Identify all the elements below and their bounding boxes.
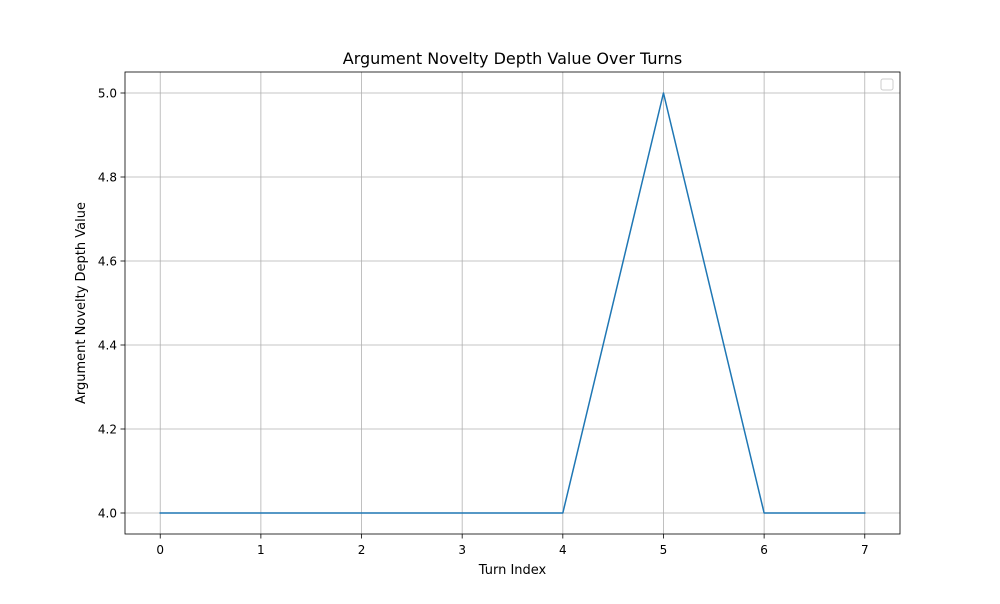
y-tick-label: 4.6 [98, 254, 117, 268]
series-line [159, 92, 866, 514]
grid-lines [125, 72, 900, 534]
x-tick-label: 3 [458, 543, 466, 557]
x-tick-label: 4 [559, 543, 567, 557]
x-tick-label: 7 [861, 543, 869, 557]
x-tick-label: 2 [358, 543, 366, 557]
y-axis-ticks: 4.0 4.2 4.4 4.6 4.8 5.0 [98, 86, 125, 520]
x-tick-label: 6 [760, 543, 768, 557]
y-tick-label: 4.2 [98, 422, 117, 436]
x-axis-ticks: 0 1 2 3 4 5 6 7 [156, 534, 869, 557]
chart-title: Argument Novelty Depth Value Over Turns [343, 49, 682, 68]
x-axis-label: Turn Index [478, 563, 547, 578]
plot-background [125, 72, 900, 534]
x-tick-label: 0 [156, 543, 164, 557]
y-tick-label: 5.0 [98, 86, 117, 100]
x-tick-label: 5 [660, 543, 668, 557]
plot-frame [124, 71, 901, 535]
x-tick-label: 1 [257, 543, 265, 557]
series-group [159, 92, 866, 514]
y-tick-label: 4.0 [98, 506, 117, 520]
legend-box [880, 78, 894, 91]
y-tick-label: 4.4 [98, 338, 117, 352]
y-tick-label: 4.8 [98, 170, 117, 184]
y-axis-label: Argument Novelty Depth Value [74, 202, 89, 404]
